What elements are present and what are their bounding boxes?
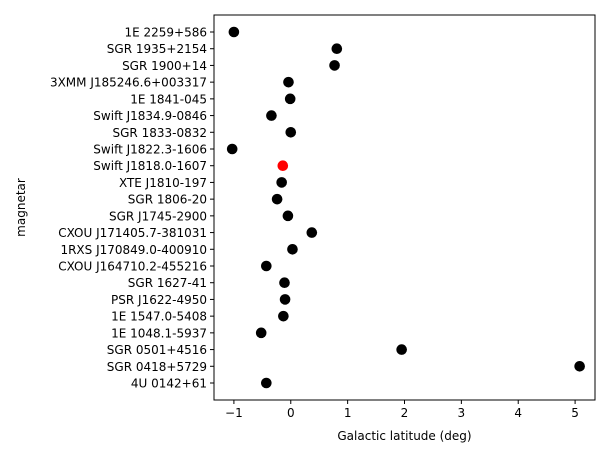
y-axis-title: magnetar xyxy=(14,178,28,237)
y-tick-label: SGR 0418+5729 xyxy=(107,360,207,374)
plot-frame xyxy=(213,14,596,401)
x-tick-label: 4 xyxy=(514,406,522,420)
data-point xyxy=(226,143,238,155)
x-tick-label: 3 xyxy=(458,406,466,420)
data-point xyxy=(282,210,294,222)
y-tick-label: SGR J1745-2900 xyxy=(109,209,207,223)
y-tick-label: SGR 1833-0832 xyxy=(113,126,207,140)
data-point xyxy=(266,110,277,121)
data-point-highlighted xyxy=(277,160,289,172)
y-tick-label: 1RXS J170849.0-400910 xyxy=(60,243,207,257)
x-tick-label: 1 xyxy=(344,406,352,420)
y-tick-label: SGR 1627-41 xyxy=(128,276,207,290)
x-tick-label: 0 xyxy=(287,406,295,420)
y-tick-label: PSR J1622-4950 xyxy=(111,293,207,307)
y-tick-label: Swift J1834.9-0846 xyxy=(93,109,207,123)
data-point xyxy=(396,344,407,355)
data-points xyxy=(226,26,585,389)
x-axis-title: Galactic latitude (deg) xyxy=(337,429,471,443)
y-tick-label: SGR 1935+2154 xyxy=(107,42,207,56)
y-tick-label: 1E 1048.1-5937 xyxy=(111,326,207,340)
y-tick-label: XTE J1810-197 xyxy=(119,176,207,190)
data-point xyxy=(261,377,272,389)
y-tick-label: 3XMM J185246.6+003317 xyxy=(50,76,207,90)
data-point xyxy=(283,76,294,88)
data-point xyxy=(306,227,318,238)
x-axis-ticks: −1 0 1 2 3 4 5 xyxy=(225,400,579,420)
x-tick-label: −1 xyxy=(225,406,243,420)
data-point xyxy=(271,193,283,205)
data-point xyxy=(329,60,340,71)
y-tick-label: SGR 1900+14 xyxy=(122,59,207,73)
y-tick-label: Swift J1822.3-1606 xyxy=(93,143,207,157)
y-tick-label: CXOU J164710.2-455216 xyxy=(58,260,207,274)
y-tick-label: CXOU J171405.7-381031 xyxy=(58,226,207,240)
data-point xyxy=(228,26,240,38)
data-point xyxy=(331,43,343,55)
y-tick-label: SGR 1806-20 xyxy=(128,193,207,207)
data-point xyxy=(278,310,289,322)
y-tick-label: SGR 0501+4516 xyxy=(107,343,207,357)
y-tick-label: 1E 2259+586 xyxy=(124,26,207,40)
data-point xyxy=(284,93,296,105)
data-point xyxy=(287,243,298,255)
data-point xyxy=(279,277,290,289)
data-point xyxy=(285,126,297,138)
y-tick-label: 1E 1841-045 xyxy=(130,92,207,106)
data-point xyxy=(255,327,267,339)
y-axis-ticks: 1E 2259+586 SGR 1935+2154 SGR 1900+14 3XMM … xyxy=(50,26,214,391)
y-tick-label: 1E 1547.0-5408 xyxy=(111,310,207,324)
data-point xyxy=(261,260,272,272)
y-tick-label: 4U 0142+61 xyxy=(131,377,207,391)
x-tick-label: 5 xyxy=(571,406,579,420)
data-point xyxy=(276,177,287,188)
data-point xyxy=(574,360,585,372)
data-point xyxy=(279,294,291,305)
y-tick-label: Swift J1818.0-1607 xyxy=(93,159,207,173)
x-tick-label: 2 xyxy=(401,406,409,420)
